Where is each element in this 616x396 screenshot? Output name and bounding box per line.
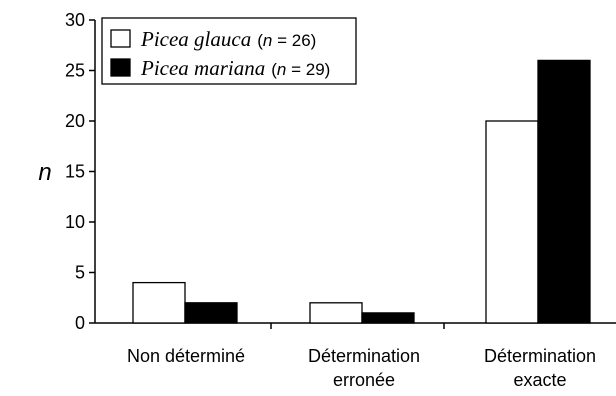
bar-picea-glauca	[309, 302, 363, 324]
legend-entry: Picea glauca (n = 26)	[140, 27, 316, 51]
category-labels: Non déterminé Détermination erronée Détermi…	[127, 346, 596, 390]
legend-swatch	[110, 29, 131, 48]
y-tick-label: 20	[65, 111, 85, 131]
legend-n-value: = 29)	[286, 60, 330, 79]
y-tick-label: 10	[65, 212, 85, 232]
y-tick-label: 30	[65, 10, 85, 30]
y-ticks: 0 5 10 15 20 25 30	[65, 10, 95, 333]
bar-picea-glauca	[132, 281, 186, 324]
y-tick-label: 5	[75, 263, 85, 283]
legend-entry: Picea mariana (n = 29)	[140, 56, 330, 80]
category-label: Non déterminé	[127, 346, 245, 366]
legend: Picea glauca (n = 26)Picea mariana (n = 29…	[101, 17, 357, 85]
category-label: erronée	[333, 370, 395, 390]
legend-species-name: Picea mariana	[140, 56, 265, 80]
y-tick-label: 25	[65, 61, 85, 81]
bar-picea-mariana	[537, 59, 591, 324]
bar-picea-mariana	[361, 312, 415, 324]
bars	[132, 59, 591, 324]
legend-n-label: n	[277, 60, 286, 79]
legend-n-open: (	[257, 31, 263, 50]
bar-picea-glauca	[485, 120, 539, 324]
bar-picea-mariana	[184, 302, 238, 324]
category-label: exacte	[513, 370, 566, 390]
legend-box	[101, 17, 357, 85]
category-label: Détermination	[484, 346, 596, 366]
legend-n-value: = 26)	[272, 31, 316, 50]
legend-swatch	[110, 58, 131, 77]
legend-species-name: Picea glauca	[140, 27, 251, 51]
legend-n-open: (	[271, 60, 277, 79]
legend-n-label: n	[263, 31, 272, 50]
y-axis-label: n	[38, 159, 51, 186]
y-tick-label: 15	[65, 162, 85, 182]
category-label: Détermination	[308, 346, 420, 366]
y-tick-label: 0	[75, 313, 85, 333]
